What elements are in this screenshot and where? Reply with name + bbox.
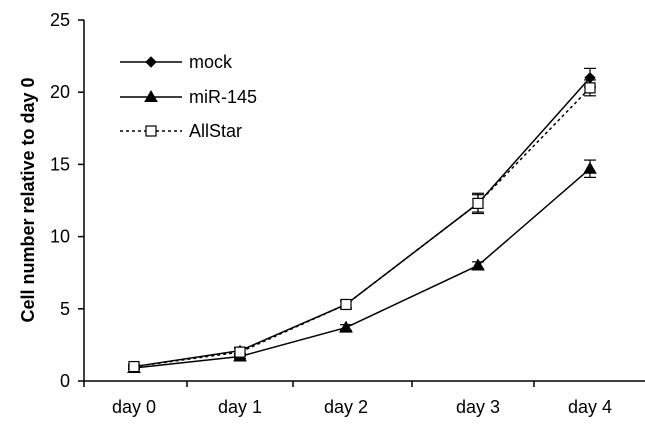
marker-open-square	[584, 82, 596, 94]
legend-label: mock	[189, 52, 233, 72]
legend-item: AllStar	[120, 121, 242, 141]
marker-triangle	[471, 258, 485, 271]
y-tick-label: 15	[50, 154, 70, 174]
y-tick-label: 25	[50, 10, 70, 30]
marker-open-square	[234, 346, 246, 358]
x-tick-label: day 1	[218, 397, 262, 417]
y-axis-ticks: 0 5 10 15 20 25	[50, 10, 84, 391]
x-tick-label: day 4	[568, 397, 612, 417]
series	[127, 67, 597, 374]
legend: mock miR-145 AllStar	[120, 52, 257, 141]
legend-item: miR-145	[120, 87, 257, 107]
y-tick-label: 5	[60, 299, 70, 319]
legend-item: mock	[120, 52, 233, 72]
y-tick-label: 10	[50, 227, 70, 247]
legend-label: miR-145	[189, 87, 257, 107]
marker-open-square	[145, 125, 157, 137]
marker-open-square	[472, 197, 484, 209]
series-mir-145	[127, 159, 597, 374]
series-allstar	[128, 79, 596, 373]
x-axis-ticks: day 0 day 1 day 2 day 3 day 4	[83, 381, 612, 417]
axes	[83, 20, 645, 382]
legend-label: AllStar	[189, 121, 242, 141]
y-axis-title: Cell number relative to day 0	[18, 77, 38, 322]
marker-open-square	[340, 298, 352, 311]
marker-diamond	[145, 56, 157, 68]
series-line	[133, 168, 591, 369]
marker-triangle	[583, 161, 597, 174]
x-tick-label: day 2	[324, 397, 368, 417]
y-tick-label: 20	[50, 82, 70, 102]
marker-triangle	[144, 89, 158, 102]
x-tick-label: day 3	[456, 397, 500, 417]
x-tick-label: day 0	[112, 397, 156, 417]
marker-open-square	[128, 360, 140, 373]
y-tick-label: 0	[60, 371, 70, 391]
marker-triangle	[339, 320, 353, 333]
series-mock	[128, 67, 596, 373]
